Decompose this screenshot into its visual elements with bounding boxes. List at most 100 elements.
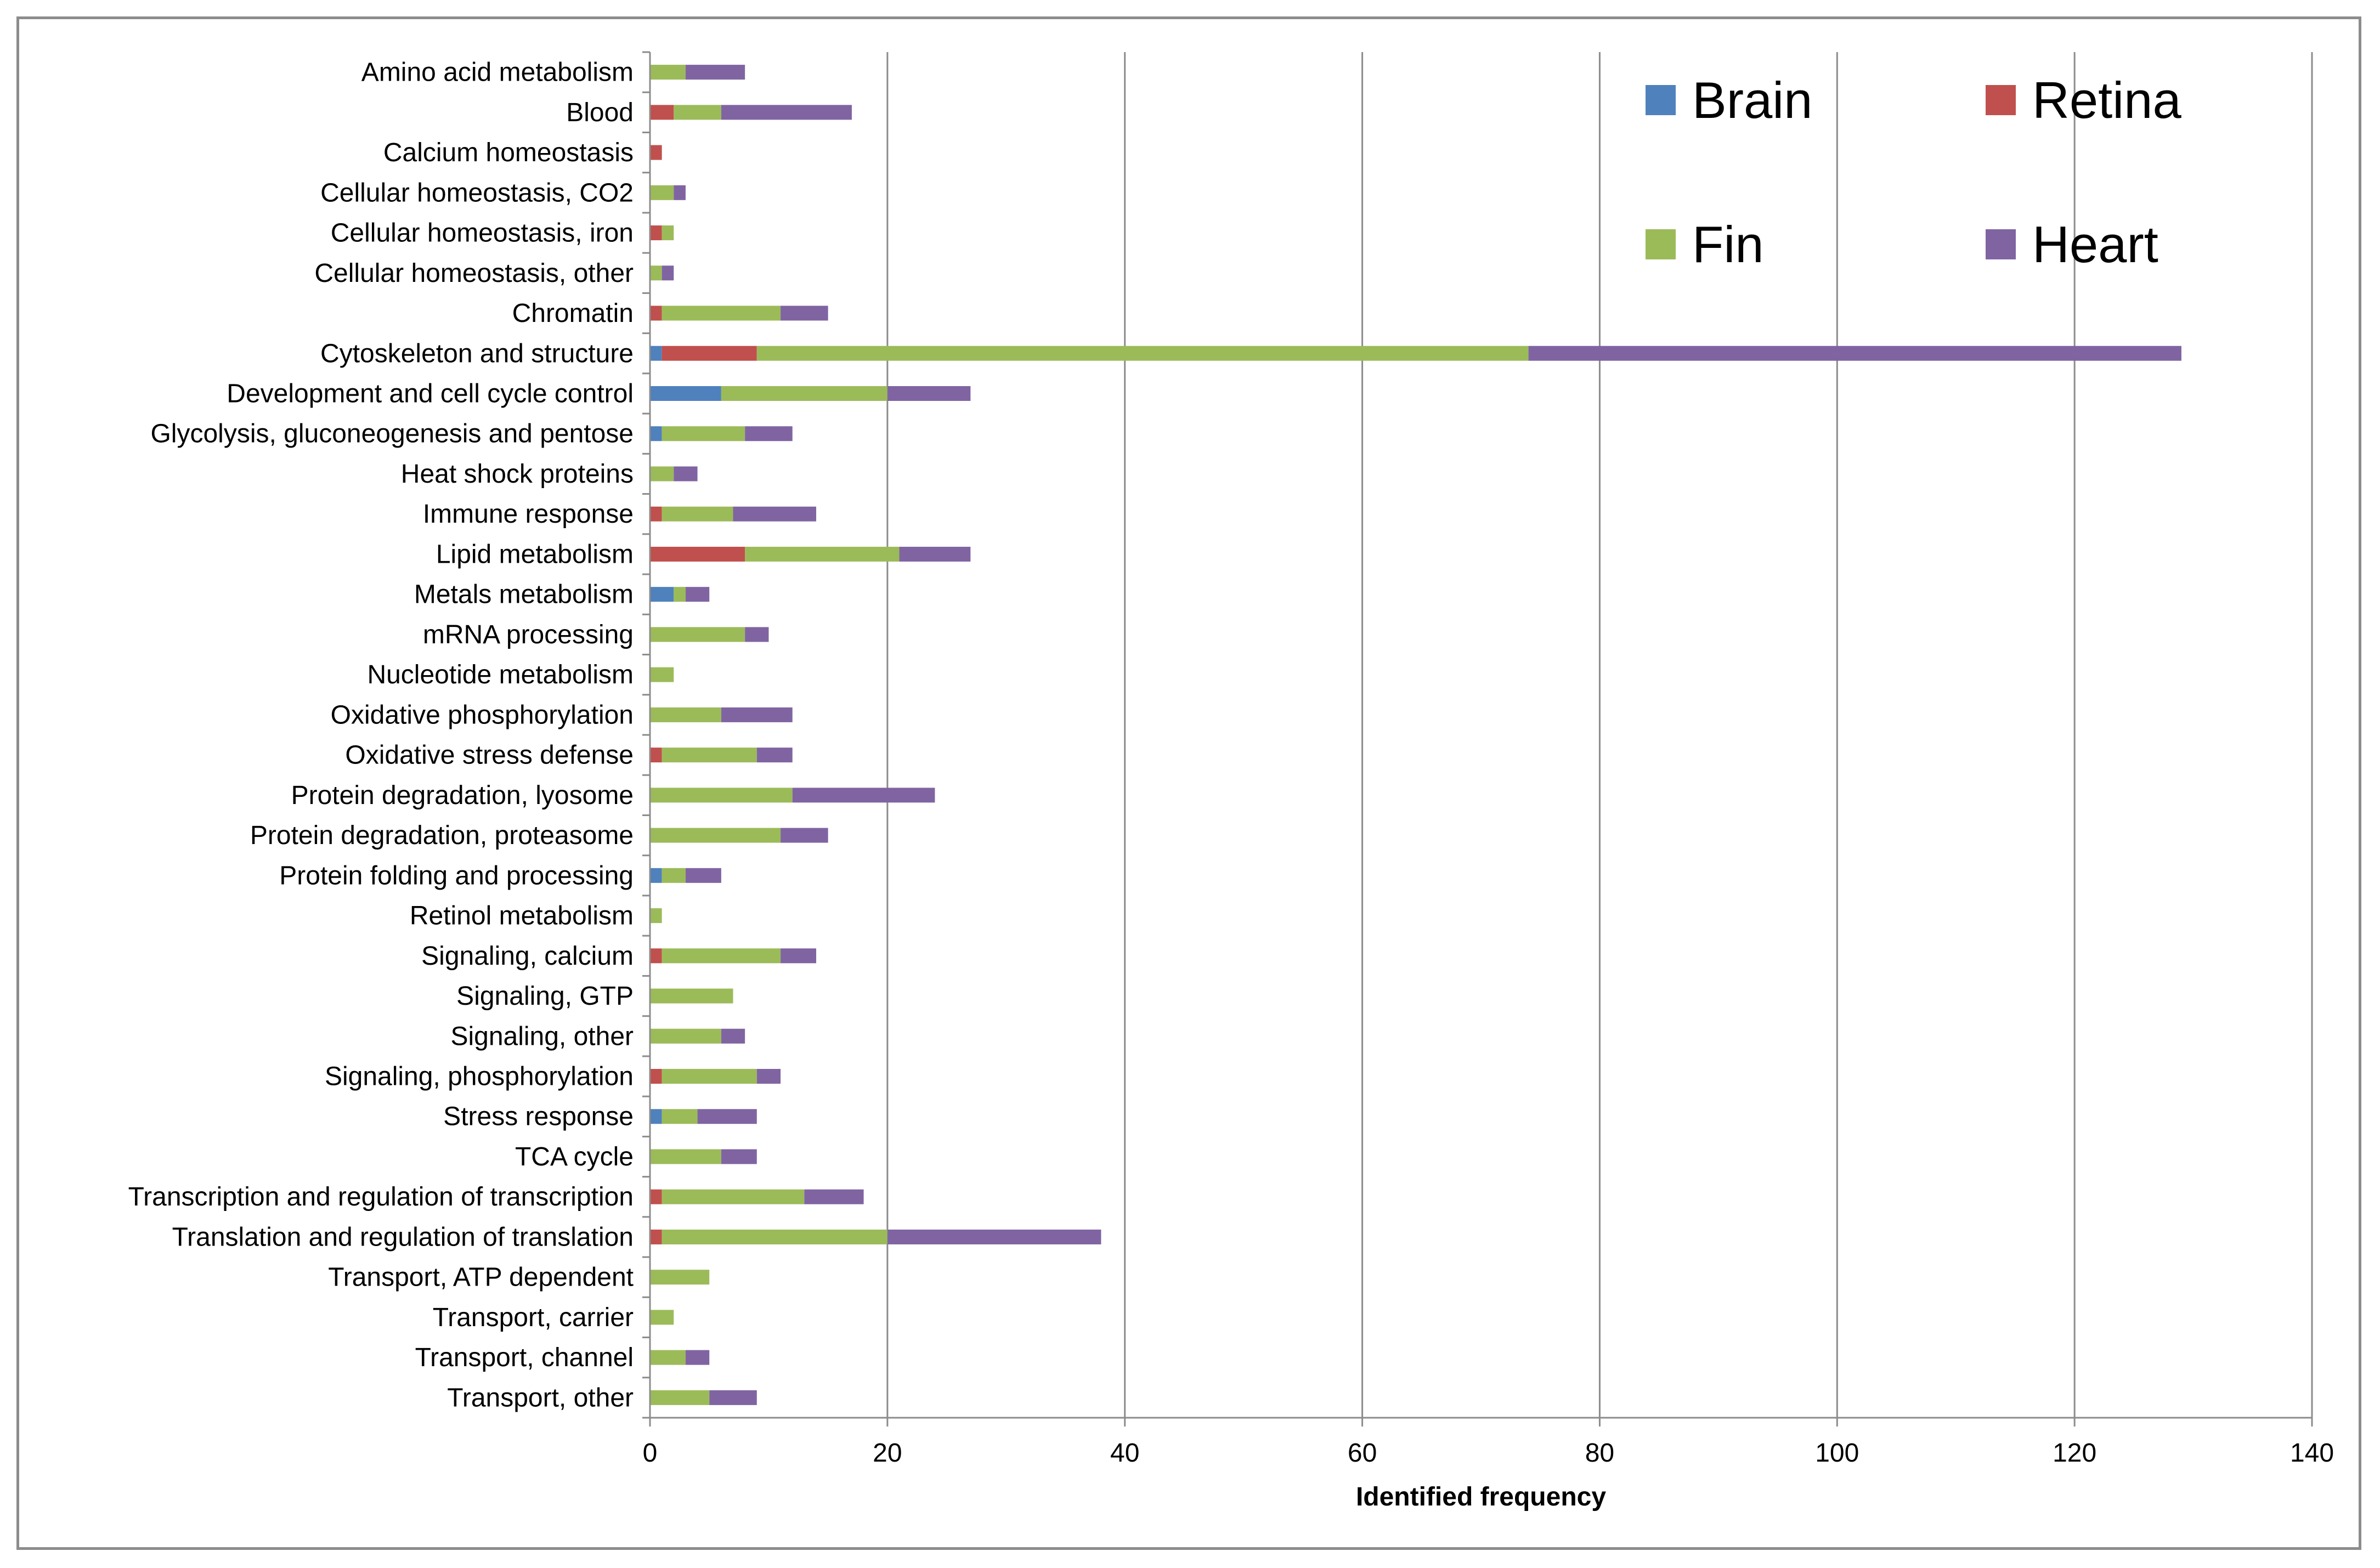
category-label: Nucleotide metabolism [367,660,634,689]
bar-segment-retina [650,105,674,120]
bar-segment-heart [662,265,674,281]
bar-segment-fin [662,1069,757,1084]
bar-segment-heart [709,1390,757,1405]
category-label: Protein degradation, lyosome [291,781,634,810]
bar-segment-heart [721,1149,757,1164]
bar-segment-fin [756,346,1529,361]
x-tick-label: 0 [643,1439,658,1468]
bar-segment-fin [650,466,674,482]
bar-segment-retina [650,748,662,763]
category-label: Retinol metabolism [410,902,634,931]
bar-segment-fin [662,506,733,522]
bar-segment-fin [650,1350,686,1365]
bar-segment-heart [887,386,971,401]
bar-segment-fin [745,546,900,562]
bar-segment-fin [650,265,662,281]
bar-segment-heart [685,65,745,80]
bar-segment-fin [650,1028,721,1044]
bar-segment-fin [662,748,757,763]
gridlines [649,52,2313,1427]
bar-segment-fin [650,1390,710,1405]
bar-segment-fin [674,105,721,120]
legend-label-heart: Heart [2032,216,2158,273]
category-label: Transport, channel [415,1343,634,1372]
tick-labels: 0 20 40 60 80 100 120 140 [643,1439,2334,1468]
bar-segment-retina [650,145,662,160]
bar-segment-brain [650,868,662,883]
bar-segment-heart [745,426,793,441]
bar-segment-heart [792,788,935,803]
category-label: Metals metabolism [414,580,634,609]
bar-segment-retina [650,546,745,562]
bar-segment-retina [662,346,757,361]
category-label: Protein degradation, proteasome [250,821,634,850]
bar-segment-fin [662,948,781,964]
x-tick-label: 120 [2053,1439,2096,1468]
category-label: Transcription and regulation of transcri… [128,1182,634,1212]
bar-segment-fin [650,1149,721,1164]
bar-segment-fin [650,65,686,80]
category-label: TCA cycle [515,1142,634,1171]
bar-segment-retina [650,1189,662,1204]
x-tick-label: 60 [1348,1439,1377,1468]
bar-segment-heart [685,868,721,883]
bar-segment-heart [756,1069,781,1084]
bar-segment-heart [733,506,816,522]
bar-segment-fin [650,667,674,682]
bar-segment-heart [685,1350,710,1365]
category-label: Oxidative phosphorylation [331,700,634,729]
bar-segment-heart [721,105,852,120]
x-axis-title: Identified frequency [1356,1482,1606,1512]
bar-segment-fin [650,185,674,200]
bar-segment-fin [650,788,793,803]
bar-segment-heart [721,707,793,722]
bar-segment-heart [697,1109,757,1124]
category-label: Signaling, other [450,1022,634,1051]
category-label: Immune response [423,500,634,529]
category-label: Lipid metabolism [436,540,634,569]
bar-segment-brain [650,426,662,441]
bar-segment-fin [662,225,674,241]
category-label: Amino acid metabolism [361,58,634,87]
category-label: Transport, ATP dependent [328,1263,634,1292]
x-tick-label: 40 [1110,1439,1139,1468]
legend-swatch-retina [1986,85,2016,115]
bar-segment-fin [662,1189,805,1204]
category-label: Transport, other [447,1383,634,1412]
category-label: Calcium homeostasis [383,138,634,167]
bar-segment-retina [650,225,662,241]
bar-segment-fin [674,587,686,602]
bar-segment-fin [650,1310,674,1325]
category-label: Stress response [443,1102,634,1131]
category-labels: Amino acid metabolism Blood Calcium homeos… [128,58,634,1413]
category-label: mRNA processing [423,620,634,649]
bar-segment-brain [650,1109,662,1124]
bars [650,65,2181,1405]
x-tick-label: 80 [1585,1439,1614,1468]
category-label: Translation and regulation of translatio… [172,1222,634,1252]
legend-label-brain: Brain [1692,71,1812,129]
x-tick-label: 140 [2290,1439,2334,1468]
bar-segment-fin [650,707,721,722]
legend-swatch-brain [1646,85,1676,115]
category-label: Protein folding and processing [279,861,634,890]
category-label: Signaling, calcium [421,942,634,971]
bar-segment-fin [650,908,662,924]
bar-segment-heart [745,627,769,642]
legend-label-fin: Fin [1692,216,1764,273]
bar-segment-heart [674,185,686,200]
legend: Brain Retina Fin Heart [1646,71,2181,273]
category-label: Signaling, phosphorylation [325,1062,634,1091]
legend-label-retina: Retina [2032,71,2181,129]
x-tick-label: 20 [873,1439,902,1468]
category-label: Chromatin [512,299,634,328]
bar-segment-heart [1528,346,2181,361]
chart: Amino acid metabolism Blood Calcium homeos… [128,51,2334,1512]
bar-segment-fin [662,868,686,883]
legend-swatch-heart [1986,229,2016,259]
bar-segment-heart [804,1189,864,1204]
bar-segment-heart [899,546,971,562]
category-label: Cellular homeostasis, other [314,259,634,288]
bar-segment-heart [674,466,698,482]
bar-segment-retina [650,948,662,964]
